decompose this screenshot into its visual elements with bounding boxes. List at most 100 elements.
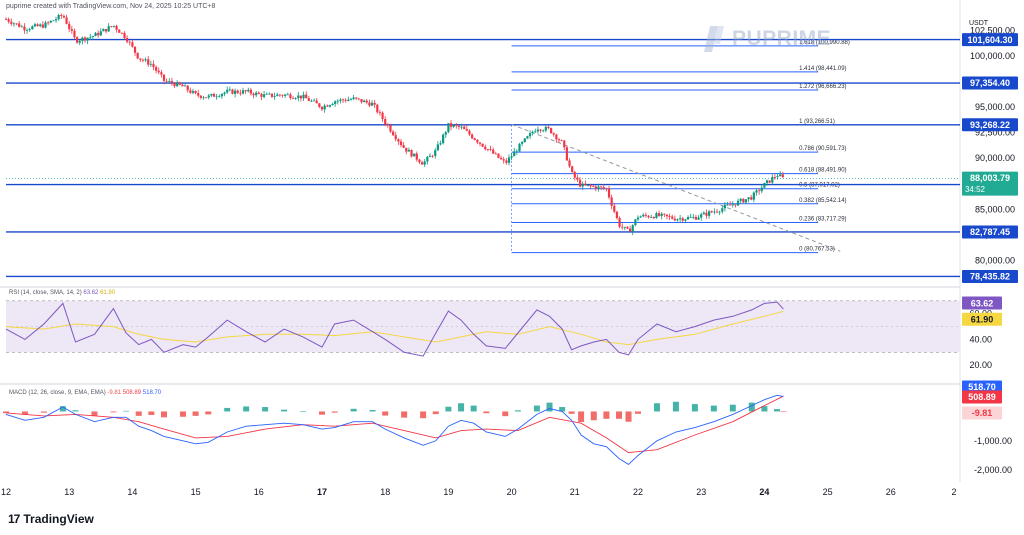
candle-body bbox=[257, 92, 260, 94]
candle-body bbox=[431, 155, 434, 157]
candle-body bbox=[139, 58, 142, 60]
candle-body bbox=[255, 92, 258, 96]
candle-body bbox=[110, 26, 113, 27]
candle-body bbox=[505, 160, 508, 163]
candle-body bbox=[363, 100, 366, 103]
candle-body bbox=[502, 159, 505, 161]
candle-body bbox=[415, 153, 418, 160]
candle-body bbox=[481, 143, 484, 147]
macd-histogram-bar bbox=[458, 403, 465, 412]
macd-histogram-bar bbox=[432, 411, 439, 415]
candle-body bbox=[507, 157, 511, 163]
rsi-legend-value: 63.62 bbox=[83, 290, 99, 296]
candle-body bbox=[381, 112, 384, 120]
macd-line-legend-value: 518.70 bbox=[142, 390, 162, 396]
candle-body bbox=[289, 94, 292, 99]
candle-body bbox=[228, 89, 231, 91]
candle-body bbox=[473, 138, 476, 140]
macd-line bbox=[5, 394, 784, 465]
candle-body bbox=[25, 29, 29, 31]
candle-body bbox=[181, 84, 184, 87]
macd-histogram-bar bbox=[21, 411, 28, 415]
candle-body bbox=[339, 99, 342, 101]
macd-histogram-bar bbox=[401, 411, 408, 418]
macd-histogram-bar bbox=[780, 411, 787, 413]
candle-body bbox=[665, 214, 669, 217]
candle-body bbox=[771, 177, 774, 183]
macd-histogram-bar bbox=[729, 404, 736, 412]
candle-body bbox=[207, 95, 210, 98]
candle-body bbox=[186, 85, 189, 91]
rsi-value-tag: 63.62 bbox=[971, 298, 994, 308]
candle-body bbox=[510, 156, 513, 158]
candle-body bbox=[68, 23, 71, 30]
candle-body bbox=[594, 186, 597, 190]
tradingview-logo[interactable]: 17 TradingView bbox=[8, 512, 94, 526]
candle-body bbox=[478, 142, 482, 144]
candle-body bbox=[141, 59, 145, 61]
candle-body bbox=[452, 125, 455, 127]
candle-body bbox=[673, 218, 676, 221]
candle-body bbox=[392, 131, 395, 136]
macd-histogram-bar bbox=[672, 401, 679, 412]
level-price-tag: 78,435.82 bbox=[970, 272, 1010, 282]
fib-level-label: 0.5 (87,017.02) bbox=[799, 183, 840, 189]
macd-histogram-bar bbox=[420, 411, 427, 419]
y-tick-label: 80,000.00 bbox=[975, 255, 1015, 265]
level-price-tag: 93,268.22 bbox=[970, 120, 1010, 130]
candle-body bbox=[320, 106, 324, 110]
candle-body bbox=[492, 149, 495, 154]
candle-body bbox=[10, 21, 13, 24]
candle-body bbox=[636, 217, 640, 220]
candle-body bbox=[234, 90, 237, 94]
rsi-legend: RSI (14, close, SMA, 14, 2) 63.62 61.90 bbox=[9, 290, 115, 296]
candle-body bbox=[565, 147, 568, 161]
puprime-logo-icon bbox=[704, 26, 724, 52]
macd-histogram-bar bbox=[533, 405, 540, 412]
candle-body bbox=[94, 32, 97, 37]
candle-body bbox=[173, 83, 176, 87]
candle-body bbox=[347, 99, 350, 102]
candle-body bbox=[639, 216, 642, 218]
candle-body bbox=[399, 141, 403, 146]
candle-body bbox=[747, 197, 750, 200]
rsi-title: RSI (14, close, SMA, 14, 2) bbox=[9, 290, 82, 296]
candle-body bbox=[460, 126, 463, 128]
candle-body bbox=[31, 26, 34, 30]
candle-body bbox=[99, 31, 102, 36]
candle-body bbox=[708, 211, 711, 216]
macd-histogram-bar bbox=[616, 411, 623, 419]
candle-body bbox=[602, 187, 605, 189]
macd-histogram-bar bbox=[262, 407, 269, 412]
candle-body bbox=[536, 129, 540, 132]
candle-body bbox=[655, 213, 658, 219]
candle-body bbox=[112, 25, 116, 27]
macd-histogram-bar bbox=[546, 402, 553, 412]
candle-body bbox=[276, 94, 279, 97]
macd-histogram-bar bbox=[40, 411, 47, 413]
candle-body bbox=[581, 183, 584, 187]
macd-histogram-bar bbox=[72, 410, 79, 412]
candle-body bbox=[270, 93, 274, 97]
macd-histogram-bar bbox=[502, 411, 509, 417]
candle-body bbox=[718, 211, 721, 213]
candle-body bbox=[210, 93, 213, 96]
macd-tick-label: -2,000.00 bbox=[974, 465, 1012, 475]
macd-histogram-bar bbox=[91, 411, 98, 416]
level-price-tag-bg bbox=[962, 33, 1018, 47]
candle-body bbox=[23, 26, 26, 31]
candle-body bbox=[542, 130, 545, 132]
candle-body bbox=[442, 134, 445, 144]
candle-body bbox=[528, 133, 532, 137]
candle-body bbox=[352, 97, 355, 100]
candle-body bbox=[660, 213, 663, 216]
candle-body bbox=[626, 226, 629, 229]
candle-body bbox=[370, 102, 374, 106]
candle-body bbox=[226, 89, 229, 93]
candle-body bbox=[7, 19, 10, 22]
candle-body bbox=[47, 22, 50, 24]
candle-body bbox=[547, 126, 550, 129]
macd-legend: MACD (12, 26, close, 9, EMA, EMA) -9.81 … bbox=[9, 390, 161, 396]
fib-level-label: 0 (80,767.53) bbox=[799, 247, 835, 253]
